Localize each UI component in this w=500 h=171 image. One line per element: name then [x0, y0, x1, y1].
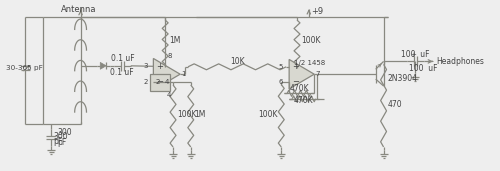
Text: 1M: 1M	[169, 36, 180, 45]
Text: pF: pF	[53, 137, 62, 146]
Text: 470: 470	[388, 100, 402, 109]
Text: 0.1 uF: 0.1 uF	[110, 68, 134, 77]
Text: 300
pF: 300 pF	[57, 128, 72, 147]
Text: +: +	[292, 62, 299, 71]
Text: 470K: 470K	[289, 84, 309, 93]
Text: 470K: 470K	[294, 96, 314, 105]
Text: 3: 3	[143, 63, 148, 69]
Text: Antenna: Antenna	[61, 5, 96, 14]
Text: 300: 300	[53, 132, 68, 141]
Text: −: −	[156, 78, 164, 87]
Bar	[150, 74, 170, 91]
Text: 100K: 100K	[258, 110, 278, 119]
Text: +: +	[156, 62, 163, 71]
Text: 2: 2	[155, 79, 160, 85]
Text: 1M: 1M	[194, 110, 206, 119]
Text: +9: +9	[311, 7, 323, 16]
Text: 8: 8	[167, 54, 172, 60]
Text: 5: 5	[279, 64, 283, 70]
Text: Headphones: Headphones	[436, 57, 484, 66]
Text: 1/2 1458: 1/2 1458	[294, 60, 326, 66]
Text: 4: 4	[165, 79, 170, 85]
Text: 0.1 uF: 0.1 uF	[110, 54, 134, 63]
Polygon shape	[154, 58, 180, 90]
Text: 10K: 10K	[230, 57, 244, 66]
Text: 100  uF: 100 uF	[409, 64, 438, 73]
Text: 4: 4	[167, 92, 172, 98]
Text: 2: 2	[143, 79, 148, 85]
Text: 6: 6	[278, 78, 283, 85]
Text: 100K: 100K	[301, 36, 320, 45]
Text: +: +	[410, 52, 416, 58]
Text: 100  uF: 100 uF	[402, 50, 430, 59]
Text: 1: 1	[181, 71, 186, 77]
Text: 7: 7	[315, 71, 320, 77]
Text: 2N3904: 2N3904	[388, 74, 418, 83]
Polygon shape	[289, 60, 314, 89]
Text: −: −	[292, 77, 299, 86]
Polygon shape	[100, 62, 106, 69]
Text: 100K: 100K	[177, 110, 197, 119]
Text: 30-365 pF: 30-365 pF	[6, 65, 43, 71]
